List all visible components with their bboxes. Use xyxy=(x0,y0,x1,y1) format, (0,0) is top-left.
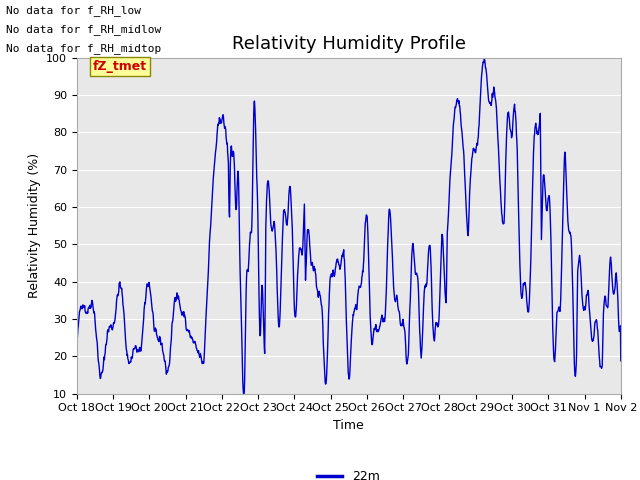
X-axis label: Time: Time xyxy=(333,419,364,432)
Text: No data for f_RH_midlow: No data for f_RH_midlow xyxy=(6,24,162,35)
Y-axis label: Relativity Humidity (%): Relativity Humidity (%) xyxy=(28,153,40,298)
Legend: 22m: 22m xyxy=(312,465,385,480)
Text: fZ_tmet: fZ_tmet xyxy=(93,60,147,73)
Text: No data for f_RH_midtop: No data for f_RH_midtop xyxy=(6,43,162,54)
Text: No data for f_RH_low: No data for f_RH_low xyxy=(6,5,141,16)
Title: Relativity Humidity Profile: Relativity Humidity Profile xyxy=(232,35,466,53)
